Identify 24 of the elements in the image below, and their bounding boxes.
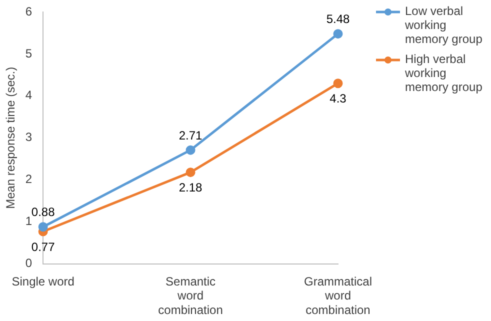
x-tick-label: Grammatical word combination [304, 274, 372, 318]
point [186, 145, 196, 155]
point [333, 29, 343, 39]
point [333, 78, 343, 88]
data-label: 2.18 [178, 180, 203, 195]
point [186, 168, 196, 178]
point [38, 222, 48, 232]
data-label: 0.88 [31, 205, 56, 220]
y-tick-label: 4 [25, 88, 32, 102]
x-tick-label: Single word [12, 274, 74, 288]
data-label: 4.3 [330, 92, 347, 106]
data-label: 2.71 [178, 128, 203, 142]
data-label: 0.77 [31, 240, 56, 254]
y-tick-label: 3 [25, 130, 32, 144]
y-tick-label: 6 [25, 4, 32, 18]
x-tick-label: Semantic word combination [158, 274, 223, 318]
data-label: 5.48 [326, 12, 350, 26]
y-axis-title: Mean response time (sec.) [4, 66, 18, 209]
y-tick-label: 5 [25, 46, 32, 60]
y-tick-label: 0 [25, 256, 32, 270]
y-tick-label: 1 [25, 214, 32, 228]
legend-label: High verbal working memory group [405, 52, 483, 94]
y-tick-label: 2 [25, 172, 32, 186]
legend-label: Low verbal working memory group [405, 4, 483, 46]
